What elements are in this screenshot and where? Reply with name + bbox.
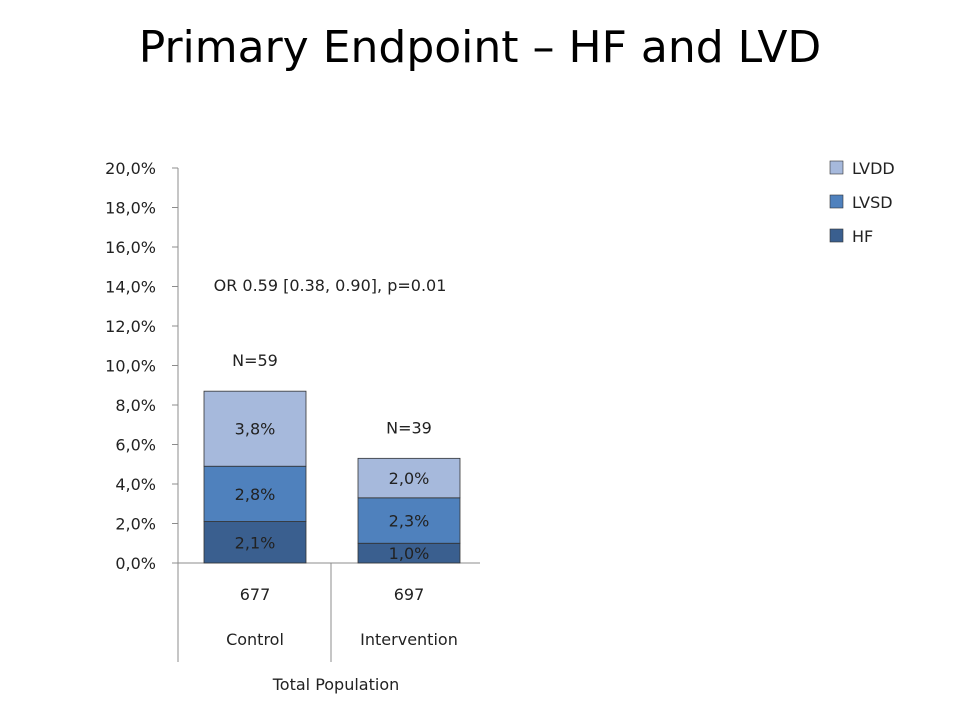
data-label: 3,8%: [235, 420, 276, 439]
y-tick-label: 10,0%: [105, 357, 156, 376]
category-count-label: 697: [394, 585, 425, 604]
total-label: N=39: [386, 418, 432, 437]
y-tick-label: 14,0%: [105, 278, 156, 297]
y-tick-label: 0,0%: [115, 554, 156, 573]
data-label: 2,3%: [389, 512, 430, 531]
y-tick-label: 20,0%: [105, 159, 156, 178]
category-label: Intervention: [360, 630, 458, 649]
legend-label: LVSD: [852, 193, 893, 212]
y-tick-label: 12,0%: [105, 317, 156, 336]
bar-segment-lvdd: [357, 457, 461, 499]
y-tick-label: 4,0%: [115, 475, 156, 494]
legend-swatch: [829, 194, 844, 209]
bar-segment-lvdd: [203, 390, 307, 467]
data-label: 1,0%: [389, 544, 430, 563]
legend-swatch: [829, 160, 844, 175]
group-label: Total Population: [272, 675, 400, 694]
annotation-text: OR 0.59 [0.38, 0.90], p=0.01: [214, 276, 447, 295]
y-tick-label: 8,0%: [115, 396, 156, 415]
legend-label: LVDD: [852, 159, 895, 178]
legend-swatch: [829, 228, 844, 243]
total-label: N=59: [232, 351, 278, 370]
category-count-label: 677: [240, 585, 271, 604]
data-label: 2,0%: [389, 469, 430, 488]
chart-title: Primary Endpoint – HF and LVD: [138, 22, 822, 73]
y-tick-label: 16,0%: [105, 238, 156, 257]
y-tick-label: 18,0%: [105, 199, 156, 218]
y-tick-label: 2,0%: [115, 515, 156, 534]
data-label: 2,8%: [235, 485, 276, 504]
data-label: 2,1%: [235, 533, 276, 552]
legend-label: HF: [852, 227, 873, 246]
category-label: Control: [226, 630, 284, 649]
y-tick-label: 6,0%: [115, 436, 156, 455]
